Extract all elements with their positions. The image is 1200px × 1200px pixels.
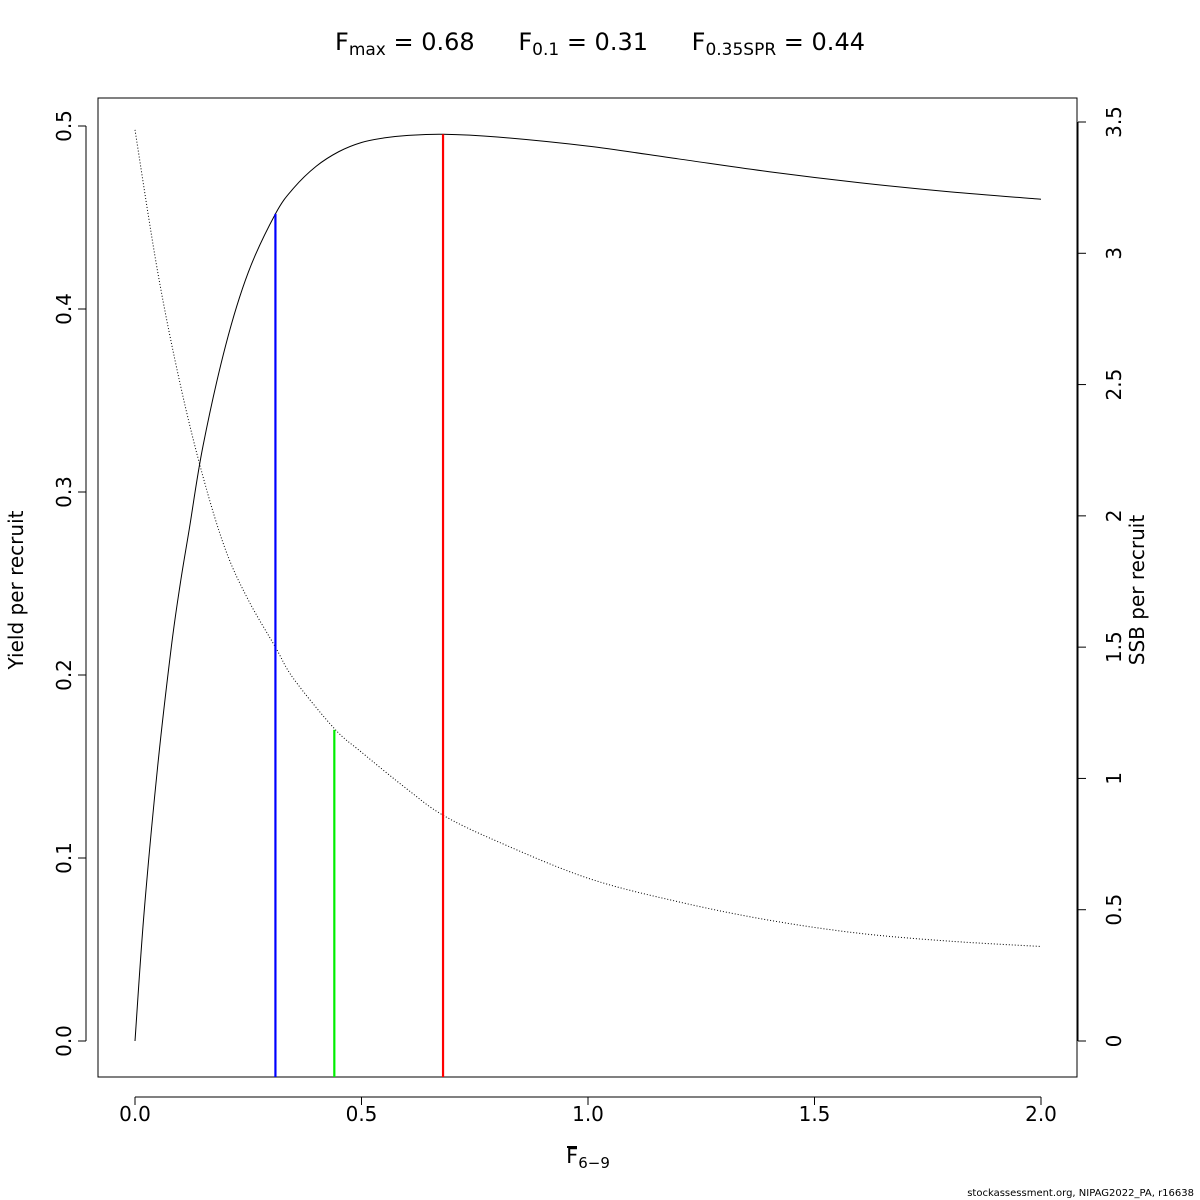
y-right-tick-label: 1	[1102, 772, 1126, 785]
ssb-per-recruit-line	[134, 129, 1042, 947]
y-left-tick-label: 0.2	[52, 659, 76, 691]
f01-label: F0.1 = 0.31	[518, 28, 648, 60]
chart-title: Fmax = 0.68 F0.1 = 0.31 F0.35SPR = 0.44	[0, 28, 1200, 60]
y-axis-right-label: SSB per recruit	[1125, 514, 1149, 666]
y-right-tick-label: 3	[1102, 247, 1126, 260]
footnote: stockassessment.org, NIPAG2022_PA, r1663…	[967, 1188, 1194, 1199]
yield-per-recruit-line	[134, 133, 1042, 1042]
y-right-tick-label: 2	[1102, 509, 1126, 522]
fmax-label: Fmax = 0.68	[335, 28, 475, 60]
y-left-tick-label: 0.4	[52, 293, 76, 325]
x-tick-label: 2.0	[1025, 1102, 1057, 1126]
y-left-tick-label: 0.3	[52, 476, 76, 508]
x-axis-label: F6−9	[566, 1144, 610, 1172]
y-axis-left-label: Yield per recruit	[4, 510, 28, 670]
y-right-tick-label: 0.5	[1102, 894, 1126, 926]
x-tick-label: 0.0	[119, 1102, 151, 1126]
x-tick-label: 1.0	[572, 1102, 604, 1126]
y-left-tick-label: 0.5	[52, 110, 76, 142]
y-right-tick-label: 3.5	[1102, 106, 1126, 138]
y-left-tick-label: 0.0	[52, 1025, 76, 1057]
y-right-tick-label: 1.5	[1102, 631, 1126, 663]
plot-frame	[97, 97, 1078, 1078]
fspr-label: F0.35SPR = 0.44	[691, 28, 865, 60]
y-left-tick-label: 0.1	[52, 842, 76, 874]
x-tick-label: 0.5	[346, 1102, 378, 1126]
y-right-tick-label: 2.5	[1102, 369, 1126, 401]
x-tick-label: 1.5	[799, 1102, 831, 1126]
y-right-tick-label: 0	[1102, 1035, 1126, 1048]
